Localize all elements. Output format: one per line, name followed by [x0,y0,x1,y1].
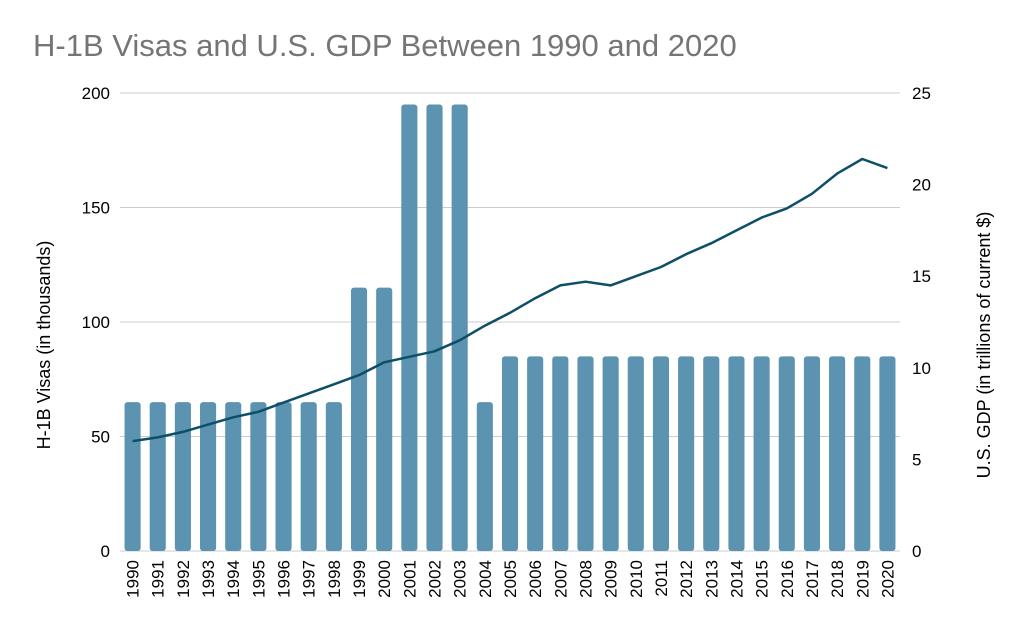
x-tick-label: 2017 [803,560,822,598]
gdp-line [132,157,888,443]
bar-2002 [426,104,443,551]
bar-2012 [678,356,695,551]
bar-2001 [401,104,418,551]
bar-1990 [124,402,141,551]
x-tick-label: 1991 [149,560,168,598]
bar-1996 [275,402,292,551]
x-tick-label: 1998 [325,560,344,598]
bar-2006 [527,356,544,551]
bar-1999 [350,287,368,551]
bar-2014 [728,356,745,551]
x-tick-label: 2001 [400,560,419,598]
bars [124,104,896,551]
bar-1991 [149,402,166,551]
x-tick-label: 2011 [652,560,671,597]
x-tick-label: 2009 [602,560,621,598]
right-tick-label: 10 [912,359,931,378]
right-axis-ticks: 0 5 10 15 20 25 [912,84,931,561]
x-tick-label: 2020 [878,560,897,598]
x-tick-label: 1992 [174,560,193,598]
x-tick-label: 2002 [426,560,445,598]
bar-2000 [376,287,393,551]
x-tick-label: 1993 [199,560,218,598]
x-tick-label: 2010 [627,560,646,598]
x-tick-label: 2012 [677,560,696,598]
left-tick-label: 0 [101,542,110,561]
right-tick-label: 5 [912,450,921,469]
bar-2010 [627,356,644,551]
x-tick-label: 2016 [778,560,797,598]
bar-2016 [778,356,795,551]
bar-1992 [174,402,191,551]
bar-2008 [577,356,594,551]
x-tick-label: 1994 [224,560,243,598]
x-tick-label: 2015 [753,560,772,598]
x-tick-label: 1995 [249,560,268,598]
x-tick-label: 2003 [451,560,470,598]
x-tick-label: 1996 [275,560,294,598]
x-axis-ticks: 1990 1991 1992 1993 1994 1995 1996 1997 1998 1999… [124,560,898,598]
bar-2018 [829,356,846,551]
x-tick-label: 2014 [727,560,746,598]
bar-2013 [703,356,720,551]
x-tick-label: 2000 [375,560,394,598]
x-tick-label: 1990 [124,560,143,598]
gdp-line-layer [132,157,888,443]
x-tick-label: 2005 [501,560,520,598]
bar-1997 [300,402,317,551]
left-tick-label: 100 [82,313,110,332]
x-tick-label: 2019 [853,560,872,598]
bar-1993 [200,402,217,551]
bar-2011 [652,356,670,551]
x-tick-label: 2007 [551,560,570,598]
left-axis-ticks: 0 50 100 150 200 [82,84,110,561]
chart-title: H-1B Visas and U.S. GDP Between 1990 and… [33,28,737,63]
x-tick-label: 1997 [300,560,319,598]
bar-1998 [325,402,342,551]
bar-2003 [451,104,468,551]
right-axis-title: U.S. GDP (in trillions of current $) [974,212,994,479]
bar-2020 [879,356,896,551]
bar-2019 [854,356,871,551]
x-tick-label: 2006 [526,560,545,598]
left-axis-title: H-1B Visas (in thousands) [34,241,54,450]
bar-1995 [250,402,267,551]
right-tick-label: 20 [912,176,931,195]
left-tick-label: 50 [91,428,110,447]
right-tick-label: 25 [912,84,931,103]
bar-2009 [602,356,619,551]
right-tick-label: 15 [912,267,931,286]
x-tick-label: 2013 [702,560,721,598]
left-tick-label: 200 [82,84,110,103]
x-tick-label: 2018 [828,560,847,598]
bar-2017 [803,356,820,551]
x-tick-label: 2008 [576,560,595,598]
bar-2015 [753,356,770,551]
bar-1994 [225,402,242,551]
right-tick-label: 0 [912,542,921,561]
bar-2005 [501,356,519,551]
left-tick-label: 150 [82,199,110,218]
bar-2004 [476,402,493,551]
x-tick-label: 2004 [476,560,495,598]
bar-2007 [552,356,569,551]
x-tick-label: 1999 [350,560,369,598]
